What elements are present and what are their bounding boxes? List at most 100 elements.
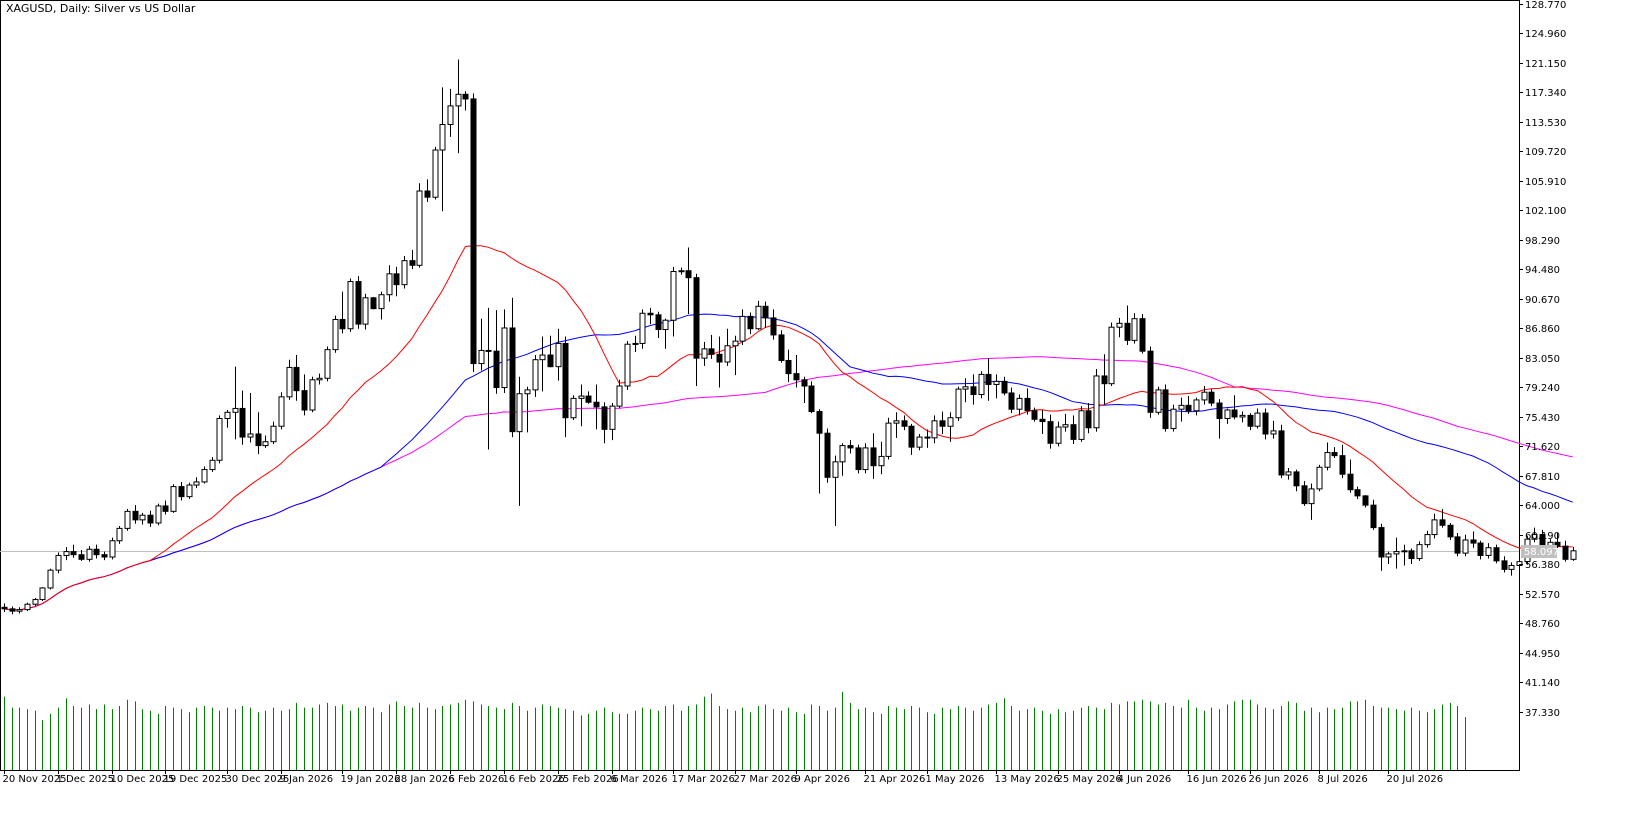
candle-body [63,551,70,556]
candle [109,537,116,560]
candle-body [293,366,300,392]
candle-body [193,481,200,486]
candle [401,256,408,289]
candle [708,334,715,359]
candle-body [1293,471,1300,487]
candle [624,341,631,390]
candle-body [132,510,139,521]
price-tick-label: 71.620 [1525,442,1560,453]
candle [47,568,54,590]
candle [170,484,177,513]
candle-body [1270,430,1277,435]
price-tick-label: 86.860 [1525,324,1560,335]
candle-body [1178,404,1185,410]
time-tick-label: 27 Mar 2026 [734,774,797,785]
candle [232,366,239,440]
candle-body [370,297,377,310]
candle-body [978,373,985,396]
candle [293,355,300,401]
candle [78,550,85,561]
candle-body [1424,534,1431,546]
candle-body [78,554,85,560]
candle-body [1239,414,1246,418]
candle [409,249,416,270]
candle [639,309,646,349]
candle [1239,411,1246,423]
candle [386,265,393,302]
candle [885,417,892,460]
candle-body [1354,489,1361,497]
candle-body [862,447,869,471]
candle-body [793,373,800,381]
candle-body [147,514,154,524]
candle [1139,314,1146,354]
time-tick-label: 13 May 2026 [995,774,1060,785]
candle-body [339,318,346,330]
price-tick-label: 102.100 [1525,206,1566,217]
candle [247,392,254,443]
time-tick-label: 21 Apr 2026 [864,774,926,785]
candle [1477,540,1484,560]
candle [493,310,500,394]
candle-body [1508,565,1515,570]
candle-body [939,420,946,427]
candle [101,551,108,561]
candle [1362,495,1369,508]
candle-body [1216,402,1223,419]
candle [16,607,23,614]
candle-body [839,445,846,463]
candle-body [262,441,269,447]
candle [485,307,492,450]
candle [1531,527,1538,543]
candle [1039,409,1046,434]
candle [1170,404,1177,432]
price-axis[interactable]: 128.770 124.960 121.150 117.340 113.530 109.7… [1519,0,1566,719]
candle-body [801,379,808,387]
candle [808,381,815,414]
candle-body [232,407,239,413]
candle [262,435,269,448]
candle [447,88,454,137]
price-tick-label: 44.950 [1525,649,1560,660]
candle-body [124,510,131,529]
candle [1208,389,1215,407]
candle [9,606,16,615]
candle [370,297,377,310]
candle [324,346,331,382]
candle-body [239,407,246,438]
candle-body [1570,550,1577,560]
candle [1439,509,1446,528]
candle-body [70,551,77,556]
candle [309,376,316,413]
candle-body [1324,452,1331,468]
plot-area [0,0,1520,771]
candle-body [1385,553,1392,558]
candle-body [970,386,977,396]
candle [132,505,139,524]
candle-body [24,603,31,611]
price-tick-label: 128.770 [1525,0,1566,11]
candle [1278,424,1285,479]
volume-bars [4,692,1466,770]
candle-body [39,587,46,601]
candle-body [1131,318,1138,341]
candle [601,402,608,444]
candle-body [924,436,931,439]
candle-body [655,314,662,331]
candle-body [401,260,408,286]
candle [1047,414,1054,449]
candle [1293,469,1300,492]
candle-body [301,390,308,411]
candle [1485,543,1492,559]
candle-body [316,377,323,381]
candle-body [324,349,331,379]
candle-body [224,411,231,419]
candle-body [955,388,962,419]
candle [1185,396,1192,414]
candle-body [462,93,469,100]
price-tick-label: 109.720 [1525,147,1566,158]
candle [509,297,516,438]
